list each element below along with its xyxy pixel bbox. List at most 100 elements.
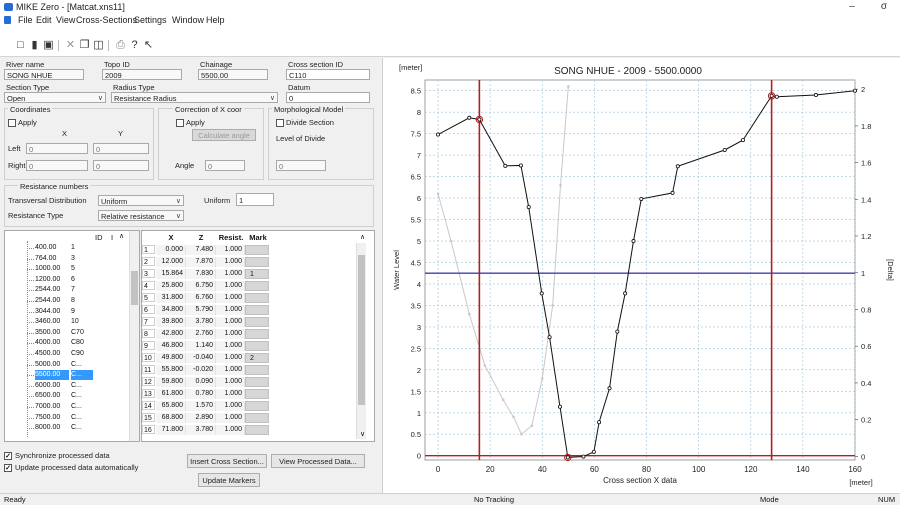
topo-id-field[interactable]: 2009 [102,69,182,80]
menu-settings[interactable]: Settings [134,15,167,25]
grid-header-mark[interactable]: Mark [249,233,267,242]
cell-mark[interactable] [245,365,269,375]
cell-z[interactable]: 1.140 [186,341,216,351]
profile-data-point[interactable] [436,132,441,137]
profile-data-point[interactable] [774,94,779,99]
cell-resist[interactable]: 1.000 [216,281,245,291]
row-number[interactable]: 11 [142,365,155,374]
profile-data-point[interactable] [852,88,857,93]
cell-x[interactable]: 68.800 [156,413,186,423]
cell-mark[interactable] [245,389,269,399]
tree-item[interactable]: 4500.00 C90 [5,349,129,359]
cell-z[interactable]: 0.780 [186,389,216,399]
cross-section-chart[interactable]: 0 20 40 60 80 100 120 140 16000.511.522.533.544.… [383,58,900,493]
view-processed-data-button[interactable]: View Processed Data... [271,454,365,468]
cell-mark[interactable] [245,293,269,303]
right-x-field[interactable]: 0 [26,160,88,171]
cell-x[interactable]: 12.000 [156,257,186,267]
tree-scroll-thumb[interactable] [131,271,138,305]
row-number[interactable]: 14 [142,401,155,410]
cross-section-profile-line[interactable] [437,90,856,458]
help-icon[interactable]: ? [131,39,138,51]
row-number[interactable]: 15 [142,413,155,422]
table-row[interactable]: 11 55.800 -0.020 1.000 [142,365,374,375]
grid-scrollbar[interactable] [356,243,366,439]
table-row[interactable]: 7 39.800 3.780 1.000 [142,317,374,327]
tree-item[interactable]: 3044.00 9 [5,307,129,317]
cell-z[interactable]: 1.570 [186,401,216,411]
grid-scroll-thumb[interactable] [358,255,365,405]
table-row[interactable]: 5 31.800 6.760 1.000 [142,293,374,303]
datum-field[interactable]: 0 [286,92,370,103]
cell-x[interactable]: 49.800 [156,353,186,363]
copy-icon[interactable]: ❐ [79,39,90,51]
cell-z[interactable]: 2.760 [186,329,216,339]
profile-data-point[interactable] [607,386,612,391]
cell-z[interactable]: 6.750 [186,281,216,291]
profile-data-point[interactable] [591,449,596,454]
cell-resist[interactable]: 1.000 [216,269,245,279]
cross-section-id-field[interactable]: C110 [286,69,370,80]
sort-up-icon[interactable]: ∧ [119,233,125,240]
table-row[interactable]: 3 15.864 7.830 1.000 1 [142,269,374,279]
open-folder-icon[interactable]: ▮ [31,39,38,51]
profile-data-point[interactable] [623,291,628,296]
cell-mark[interactable] [245,401,269,411]
cell-x[interactable]: 59.800 [156,377,186,387]
profile-data-point[interactable] [581,454,586,459]
row-number[interactable]: 5 [142,293,155,302]
table-row[interactable]: 13 61.800 0.780 1.000 [142,389,374,399]
cell-z[interactable]: 3.780 [186,425,216,435]
tree-item[interactable]: 4000.00 C80 [5,338,129,348]
cell-x[interactable]: 46.800 [156,341,186,351]
cell-mark[interactable] [245,245,269,255]
cell-resist[interactable]: 1.000 [216,401,245,411]
river-name-field[interactable]: SONG NHUE [4,69,84,80]
row-number[interactable]: 8 [142,329,155,338]
cell-x[interactable]: 71.800 [156,425,186,435]
menu-cross-sections[interactable]: Cross-Sections [76,15,138,25]
row-number[interactable]: 6 [142,305,155,314]
profile-data-point[interactable] [526,205,531,210]
coordinates-apply-checkbox[interactable] [8,119,16,127]
menu-window[interactable]: Window [172,15,205,25]
minimize-button[interactable]: – [849,1,855,12]
row-number[interactable]: 7 [142,317,155,326]
row-number[interactable]: 1 [142,245,155,254]
table-row[interactable]: 10 49.800 -0.040 1.000 2 [142,353,374,363]
cell-z[interactable]: 2.890 [186,413,216,423]
cell-resist[interactable]: 1.000 [216,413,245,423]
row-number[interactable]: 4 [142,281,155,290]
profile-data-point[interactable] [769,93,774,98]
divide-section-checkbox[interactable] [276,119,284,127]
cell-mark[interactable] [245,281,269,291]
section-type-select[interactable]: Open [4,92,106,103]
cell-mark[interactable]: 2 [245,353,269,363]
row-number[interactable]: 2 [142,257,155,266]
profile-data-point[interactable] [467,115,472,120]
maximize-button[interactable]: σ [880,1,888,12]
cell-resist[interactable]: 1.000 [216,293,245,303]
update-markers-button[interactable]: Update Markers [198,473,260,487]
cell-mark[interactable] [245,413,269,423]
tree-item[interactable]: 7500.00 C... [5,413,129,423]
cell-resist[interactable]: 1.000 [216,341,245,351]
row-number[interactable]: 9 [142,341,155,350]
profile-data-point[interactable] [565,455,570,460]
marker-3-point[interactable] [767,92,776,100]
row-number[interactable]: 16 [142,425,155,434]
tree-item[interactable]: 2544.00 7 [5,285,129,295]
table-row[interactable]: 6 34.800 5.790 1.000 [142,305,374,315]
cell-mark[interactable] [245,329,269,339]
cell-resist[interactable]: 1.000 [216,317,245,327]
cell-resist[interactable]: 1.000 [216,257,245,267]
table-row[interactable]: 12 59.800 0.090 1.000 [142,377,374,387]
menu-file[interactable]: File [18,15,33,25]
cell-z[interactable]: 7.480 [186,245,216,255]
document-icon[interactable] [4,16,11,24]
tree-item[interactable]: 6000.00 C... [5,381,129,391]
plot-area[interactable] [424,79,856,461]
table-row[interactable]: 14 65.800 1.570 1.000 [142,401,374,411]
x-correction-apply-checkbox[interactable] [176,119,184,127]
cell-x[interactable]: 42.800 [156,329,186,339]
